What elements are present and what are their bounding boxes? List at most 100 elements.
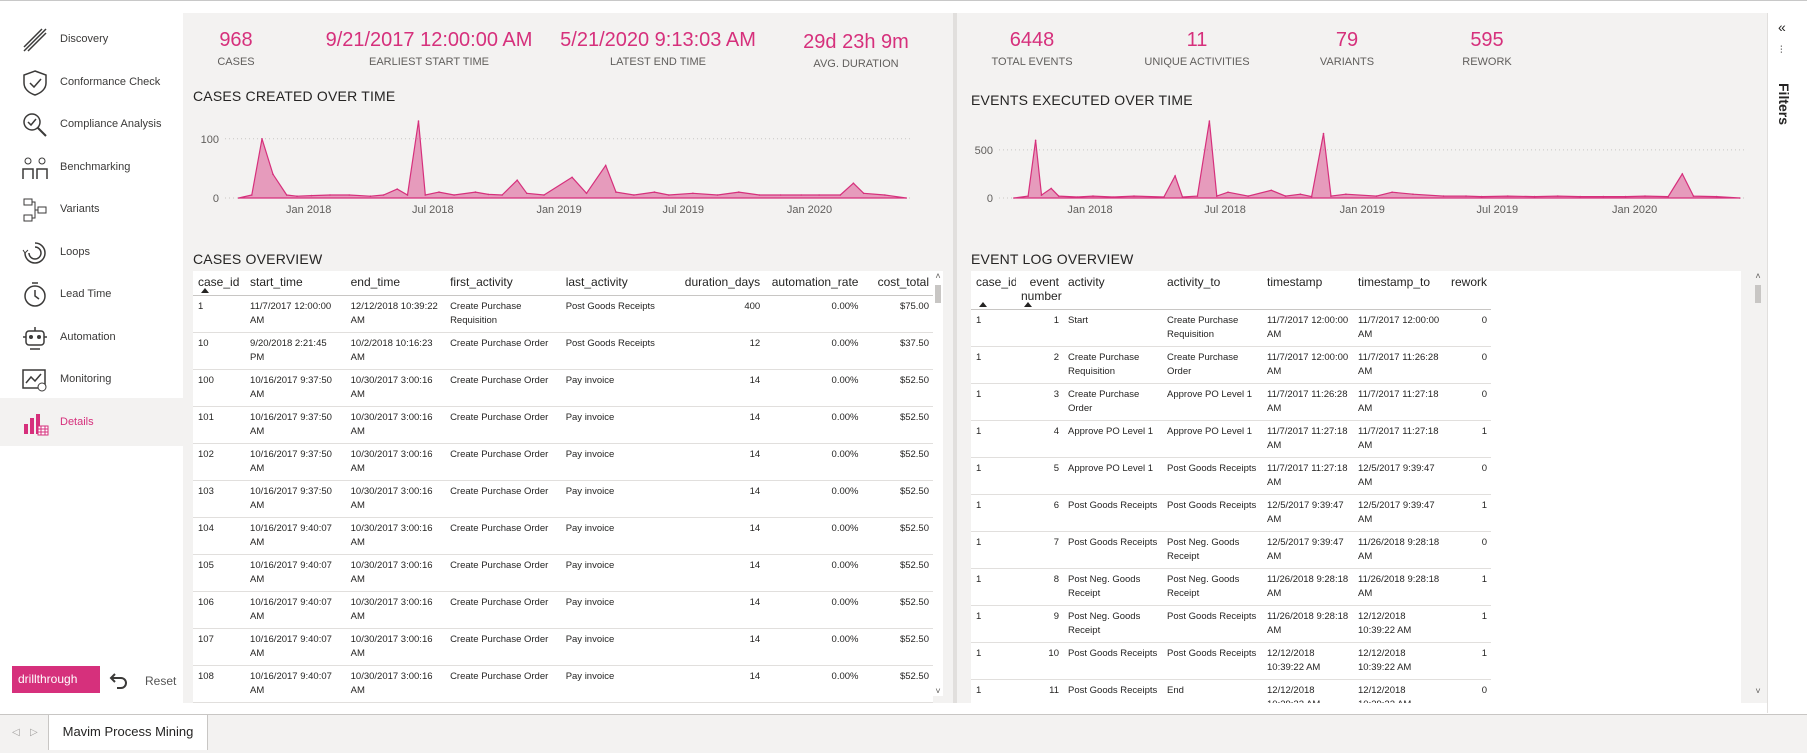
data-point[interactable] xyxy=(1557,195,1559,197)
data-point[interactable] xyxy=(1076,196,1079,198)
filters-label[interactable]: Filters xyxy=(1776,83,1792,126)
column-header[interactable]: first_activity xyxy=(445,271,561,296)
scroll-thumb[interactable] xyxy=(935,285,941,303)
data-point[interactable] xyxy=(251,194,253,196)
prev-page-icon[interactable]: ◁ xyxy=(12,727,20,738)
data-point[interactable] xyxy=(653,191,656,193)
data-point[interactable] xyxy=(1739,197,1741,199)
table-row[interactable]: 1 3 Create Purchase Order Approve PO Level … xyxy=(971,383,1491,421)
data-point[interactable] xyxy=(1284,195,1287,197)
table-row[interactable]: 1 1 Start Create Purchase Requisition 11/7/2… xyxy=(971,309,1491,347)
sidebar-item-compliance-analysis[interactable]: Compliance Analysis xyxy=(0,100,183,148)
data-point[interactable] xyxy=(526,192,528,195)
events-table-scrollbar[interactable]: ˄ ˅ xyxy=(1753,271,1763,696)
column-header[interactable]: case_id xyxy=(193,271,246,296)
data-point[interactable] xyxy=(516,179,518,181)
table-row[interactable]: 1 6 Post Goods Receipts Post Goods Receipts… xyxy=(971,494,1491,532)
data-point[interactable] xyxy=(310,194,313,197)
table-row[interactable]: 1 10 Post Goods Receipts Post Goods Receipt… xyxy=(971,642,1491,680)
data-point[interactable] xyxy=(758,194,761,196)
data-point[interactable] xyxy=(615,191,617,193)
table-row[interactable]: 1 5 Approve PO Level 1 Post Goods Receipts 1… xyxy=(971,457,1491,495)
table-row[interactable]: 1 2 Create Purchase Requisition Create Purc… xyxy=(971,346,1491,384)
data-point[interactable] xyxy=(1533,195,1536,198)
undo-icon[interactable] xyxy=(108,669,130,691)
sort-ascending-icon[interactable] xyxy=(201,288,209,293)
column-header[interactable]: last_activity xyxy=(560,271,665,296)
data-point[interactable] xyxy=(543,194,545,196)
data-point[interactable] xyxy=(668,194,670,196)
sidebar-item-details[interactable]: Details xyxy=(0,397,183,446)
data-point[interactable] xyxy=(501,194,503,196)
sidebar-item-monitoring[interactable]: Monitoring xyxy=(0,355,183,403)
table-row[interactable]: 101 10/16/2017 9:37:50 AM 10/30/2017 3:00:… xyxy=(193,406,933,444)
data-point[interactable] xyxy=(818,194,820,196)
table-row[interactable]: 105 10/16/2017 9:40:07 AM 10/30/2017 3:00:… xyxy=(193,554,933,592)
table-row[interactable]: 102 10/16/2017 9:37:50 AM 10/30/2017 3:00:… xyxy=(193,443,933,481)
data-point[interactable] xyxy=(1681,173,1684,175)
data-point[interactable] xyxy=(1412,193,1414,195)
data-point[interactable] xyxy=(487,193,490,196)
data-point[interactable] xyxy=(396,188,398,190)
table-row[interactable]: 1 9 Post Neg. Goods Receipt Post Goods Rece… xyxy=(971,605,1491,643)
data-point[interactable] xyxy=(585,192,588,195)
data-point[interactable] xyxy=(716,194,719,196)
data-point[interactable] xyxy=(1692,195,1695,197)
data-point[interactable] xyxy=(571,176,573,179)
column-header[interactable]: automation_rate xyxy=(764,271,863,296)
reset-button[interactable]: Reset xyxy=(145,674,177,688)
sidebar-item-discovery[interactable]: Discovery xyxy=(0,15,183,63)
table-row[interactable]: 10 9/20/2018 2:21:45 PM 10/2/2018 10:16:23… xyxy=(193,332,933,370)
data-point[interactable] xyxy=(1174,175,1176,177)
table-row[interactable]: 106 10/16/2017 9:40:07 AM 10/30/2017 3:00:… xyxy=(193,591,933,629)
data-point[interactable] xyxy=(1375,195,1378,197)
data-point[interactable] xyxy=(1624,195,1627,198)
sidebar-item-conformance-check[interactable]: Conformance Check xyxy=(0,58,183,106)
filters-pane[interactable]: « ⫶ Filters xyxy=(1767,13,1807,713)
data-point[interactable] xyxy=(1227,191,1229,193)
column-header[interactable]: activity xyxy=(1063,271,1162,310)
data-point[interactable] xyxy=(1027,195,1029,197)
scroll-down-arrow[interactable]: ˅ xyxy=(935,686,941,696)
collapse-icon[interactable]: « xyxy=(1778,19,1786,35)
data-point[interactable] xyxy=(633,194,635,196)
data-point[interactable] xyxy=(1133,195,1135,197)
data-point[interactable] xyxy=(1270,189,1273,192)
data-point[interactable] xyxy=(692,192,694,195)
area-series[interactable] xyxy=(1013,120,1740,199)
data-point[interactable] xyxy=(285,194,288,196)
data-point[interactable] xyxy=(261,138,263,140)
table-row[interactable]: 108 10/16/2017 9:40:07 AM 10/30/2017 3:00:… xyxy=(193,665,933,703)
data-point[interactable] xyxy=(1092,195,1094,197)
data-point[interactable] xyxy=(474,191,477,193)
data-point[interactable] xyxy=(1345,193,1347,195)
data-point[interactable] xyxy=(800,194,802,196)
column-header[interactable]: case_id xyxy=(971,271,1017,310)
scroll-down-arrow[interactable]: ˅ xyxy=(1755,686,1761,696)
data-point[interactable] xyxy=(329,194,331,196)
column-header[interactable]: rework xyxy=(1445,271,1491,310)
table-row[interactable]: 107 10/16/2017 9:40:07 AM 10/30/2017 3:00:… xyxy=(193,628,933,666)
column-header[interactable]: start_time xyxy=(245,271,346,296)
data-point[interactable] xyxy=(1391,191,1393,193)
data-point[interactable] xyxy=(424,194,427,196)
data-point[interactable] xyxy=(417,120,420,122)
data-point[interactable] xyxy=(852,182,855,184)
table-row[interactable]: 1 8 Post Neg. Goods Receipt Post Neg. Goods… xyxy=(971,568,1491,606)
scroll-up-arrow[interactable]: ˄ xyxy=(1755,271,1761,281)
data-point[interactable] xyxy=(369,195,372,197)
scroll-up-arrow[interactable]: ˄ xyxy=(935,271,941,281)
data-point[interactable] xyxy=(1299,193,1302,195)
data-point[interactable] xyxy=(1442,195,1445,197)
data-point[interactable] xyxy=(779,194,782,196)
column-header[interactable]: activity_to xyxy=(1162,271,1262,310)
sort-ascending-icon[interactable] xyxy=(1024,302,1032,307)
data-point[interactable] xyxy=(884,194,886,196)
sidebar-item-lead-time[interactable]: Lead Time xyxy=(0,270,183,318)
data-point[interactable] xyxy=(1057,195,1060,197)
data-point[interactable] xyxy=(1112,196,1114,198)
events-executed-chart[interactable]: 0 500 Jan 2018 Jul 2018 Jan 2019 Jul 2019 Jan … xyxy=(967,113,1757,238)
data-point[interactable] xyxy=(1715,195,1718,198)
data-point[interactable] xyxy=(237,197,240,199)
